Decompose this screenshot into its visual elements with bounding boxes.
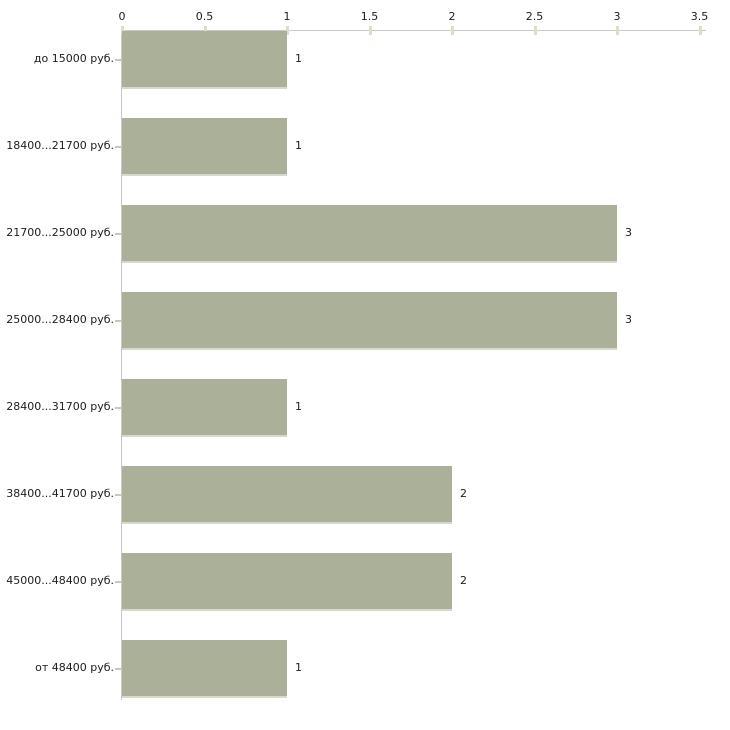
bar (122, 379, 287, 437)
category-label: 28400...31700 руб. (6, 400, 114, 413)
x-tick-label: 1.5 (360, 10, 379, 23)
category-label: 38400...41700 руб. (6, 487, 114, 500)
x-tick-label: 2.5 (525, 10, 544, 23)
y-tick-mark (115, 233, 121, 235)
y-tick-mark (115, 59, 121, 61)
x-tick-label: 2 (448, 10, 456, 23)
value-label: 3 (625, 313, 632, 326)
value-label: 2 (460, 574, 467, 587)
value-label: 3 (625, 226, 632, 239)
x-tick-mark (451, 26, 454, 35)
category-label: 21700...25000 руб. (6, 226, 114, 239)
bar (122, 118, 287, 176)
y-tick-mark (115, 581, 121, 583)
bar (122, 292, 617, 350)
category-label: 25000...28400 руб. (6, 313, 114, 326)
x-tick-label: 3.5 (690, 10, 709, 23)
y-tick-mark (115, 668, 121, 670)
category-label: до 15000 руб. (33, 52, 114, 65)
x-tick-mark (368, 26, 372, 35)
x-tick-label: 0.5 (195, 10, 214, 23)
bar (122, 31, 287, 89)
x-axis-line (121, 30, 706, 31)
x-tick-mark (698, 26, 702, 35)
x-tick-mark (203, 26, 207, 35)
value-label: 1 (295, 52, 302, 65)
x-tick-mark (286, 26, 289, 35)
value-label: 1 (295, 139, 302, 152)
bar (122, 205, 617, 263)
category-label: 45000...48400 руб. (6, 574, 114, 587)
x-tick-mark (121, 26, 124, 35)
x-tick-mark (616, 26, 619, 35)
x-tick-label: 3 (613, 10, 621, 23)
x-tick-mark (533, 26, 537, 35)
bar (122, 553, 452, 611)
y-tick-mark (115, 320, 121, 322)
value-label: 2 (460, 487, 467, 500)
y-axis-line (121, 30, 122, 700)
y-tick-mark (115, 146, 121, 148)
value-label: 1 (295, 661, 302, 674)
value-label: 1 (295, 400, 302, 413)
y-tick-mark (115, 494, 121, 496)
x-tick-label: 1 (283, 10, 291, 23)
category-label: от 48400 руб. (35, 661, 114, 674)
bar (122, 466, 452, 524)
x-tick-label: 0 (118, 10, 126, 23)
bar (122, 640, 287, 698)
y-tick-mark (115, 407, 121, 409)
category-label: 18400...21700 руб. (6, 139, 114, 152)
